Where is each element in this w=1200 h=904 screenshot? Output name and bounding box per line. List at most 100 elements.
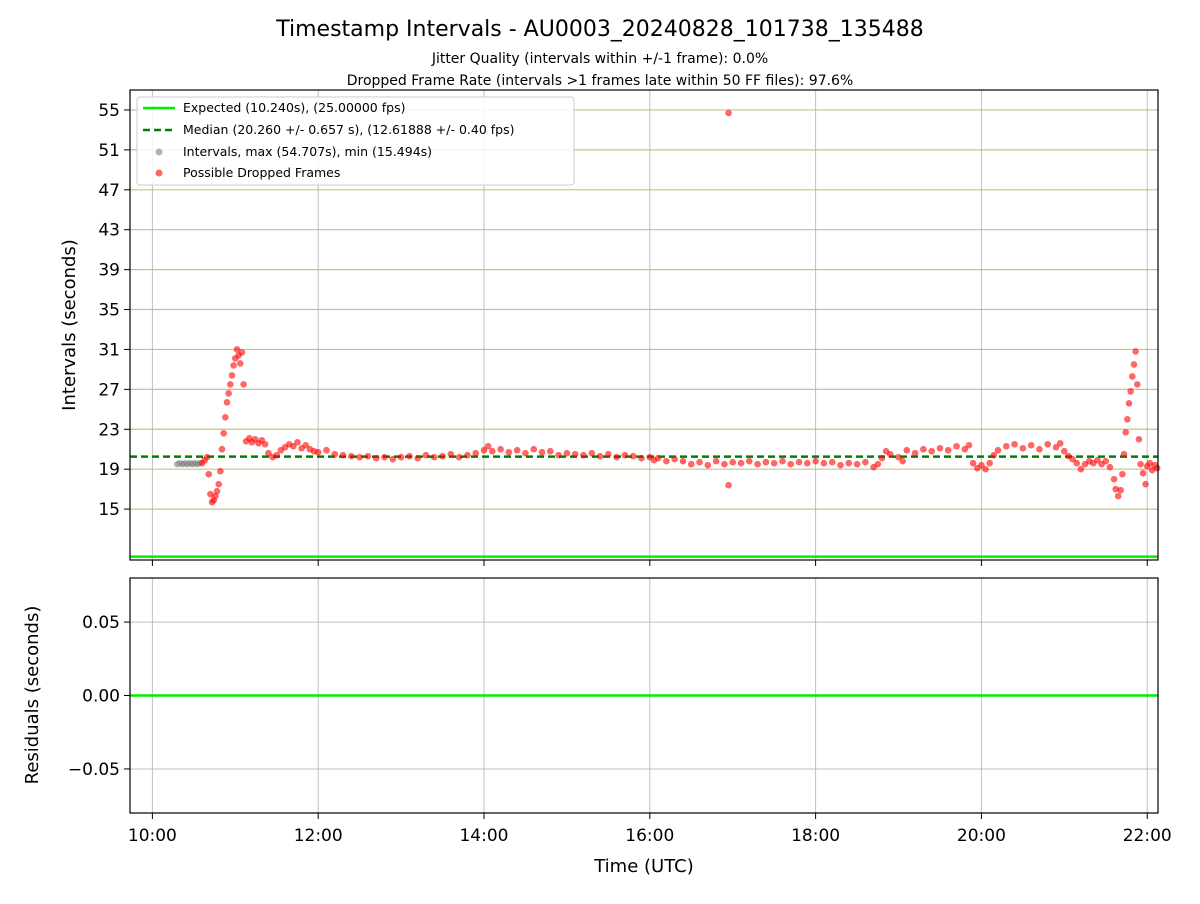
bottom-ylabel: Residuals (seconds) <box>22 606 43 785</box>
dropped-frame-point <box>484 442 492 450</box>
bottom-axes: 10:00 12:00 14:00 16:00 18:00 20:00 22:00 0.05 0… <box>68 613 1172 846</box>
top-ytick-label: 55 <box>98 101 120 121</box>
dropped-frame-point <box>522 449 529 457</box>
dropped-frame-point <box>233 346 241 353</box>
xtick-label: 14:00 <box>459 826 508 846</box>
legend-intervals-swatch <box>155 148 163 156</box>
dropped-frame-point <box>737 459 745 467</box>
dropped-frame-point <box>982 465 989 473</box>
dropped-frame-point <box>961 445 969 453</box>
dropped-frame-point <box>218 445 226 453</box>
dropped-frame-point <box>372 454 380 462</box>
dropped-frame-point <box>464 451 471 459</box>
dropped-frame-point <box>770 459 778 467</box>
dropped-frame-point <box>613 453 620 461</box>
dropped-frame-point <box>1011 440 1018 448</box>
dropped-frame-point <box>928 447 935 455</box>
dropped-frame-point <box>212 492 219 500</box>
chart-subtitle-1: Jitter Quality (intervals within +/-1 fr… <box>431 51 768 67</box>
dropped-frame-point <box>853 460 861 468</box>
dropped-frame-point <box>240 381 247 388</box>
dropped-frame-point <box>1122 428 1129 436</box>
top-ytick-label: 35 <box>98 301 120 321</box>
dropped-frame-point <box>497 445 504 453</box>
dropped-frame-point <box>596 452 604 460</box>
top-ytick-label: 51 <box>98 141 120 161</box>
dropped-frame-point <box>1052 443 1060 451</box>
dropped-frame-point <box>762 458 770 466</box>
dropped-frame-point <box>294 438 301 446</box>
dropped-frame-point <box>1061 447 1068 455</box>
dropped-frame-point <box>1069 455 1076 463</box>
dropped-frame-point <box>472 449 480 457</box>
dropped-frame-point <box>488 447 496 455</box>
dropped-frame-point <box>505 448 513 456</box>
dropped-frame-point <box>230 362 237 369</box>
dropped-frame-point <box>965 441 973 449</box>
dropped-frame-point <box>1106 463 1114 471</box>
dropped-frame-point <box>1119 470 1126 478</box>
dropped-frame-point <box>207 490 214 498</box>
dropped-frame-point <box>911 449 919 457</box>
dropped-frame-point <box>439 452 446 460</box>
dropped-frame-point <box>1114 492 1122 500</box>
dropped-frame-point <box>1153 464 1161 472</box>
top-ytick-label: 27 <box>98 380 120 400</box>
dropped-frame-point <box>389 455 397 463</box>
dropped-frame-point <box>936 444 944 452</box>
dropped-frame-point <box>1036 445 1043 453</box>
dropped-frame-point <box>571 450 579 458</box>
dropped-frame-point <box>302 441 310 449</box>
dropped-frame-point <box>588 449 596 457</box>
dropped-frame-point <box>397 453 405 461</box>
dropped-frame-point <box>1124 415 1131 423</box>
legend: Expected (10.240s), (25.00000 fps) Media… <box>136 96 575 186</box>
dropped-frame-point <box>414 454 421 462</box>
dropped-frame-point <box>899 457 906 465</box>
top-ytick-label: 43 <box>98 221 120 241</box>
dropped-frame-point <box>203 453 211 461</box>
legend-box <box>136 96 575 186</box>
dropped-frame-point <box>779 457 786 465</box>
dropped-frame-point <box>1133 381 1141 388</box>
dropped-frame-point <box>1135 435 1143 443</box>
dropped-frame-point <box>1073 459 1081 467</box>
dropped-frame-point <box>787 460 795 468</box>
dropped-frame-point <box>1129 373 1136 380</box>
dropped-frame-point <box>225 390 232 397</box>
dropped-frame-point <box>406 452 413 460</box>
dropped-frame-point <box>725 481 732 489</box>
dropped-frame-point <box>339 451 347 459</box>
dropped-frame-point <box>978 461 985 469</box>
dropped-frame-point <box>1094 456 1101 464</box>
legend-dropped-label: Possible Dropped Frames <box>183 165 340 180</box>
dropped-frame-point <box>273 451 281 459</box>
dropped-frame-point <box>621 451 629 459</box>
bottom-ytick-label: 0.05 <box>82 613 120 633</box>
dropped-frame-point <box>364 452 372 460</box>
top-axes: 15 19 23 27 31 35 39 43 47 51 55 <box>98 101 1148 566</box>
dropped-frame-point <box>228 372 236 379</box>
dropped-frame-point <box>227 381 234 388</box>
dropped-frame-point <box>580 451 587 459</box>
dropped-frame-point <box>1142 480 1149 488</box>
dropped-frame-point <box>1027 441 1035 449</box>
dropped-frame-point <box>455 453 463 461</box>
dropped-frame-point <box>1117 486 1124 494</box>
dropped-frame-point <box>538 448 546 456</box>
dropped-frame-point <box>348 452 355 460</box>
x-axis-label: Time (UTC) <box>593 856 694 877</box>
dropped-frame-point <box>265 449 272 457</box>
xtick-label: 10:00 <box>128 826 177 846</box>
xtick-label: 18:00 <box>791 826 840 846</box>
dropped-frame-point <box>969 459 977 467</box>
dropped-frame-point <box>1044 440 1052 448</box>
dropped-frame-point <box>447 450 455 458</box>
top-ylabel: Intervals (seconds) <box>59 239 80 411</box>
top-reference-lines <box>130 455 1158 558</box>
dropped-frame-point <box>903 446 911 454</box>
dropped-frame-point <box>1110 475 1118 483</box>
top-data-points <box>173 109 1161 506</box>
dropped-frame-point <box>679 457 687 465</box>
dropped-frame-point <box>215 480 223 488</box>
